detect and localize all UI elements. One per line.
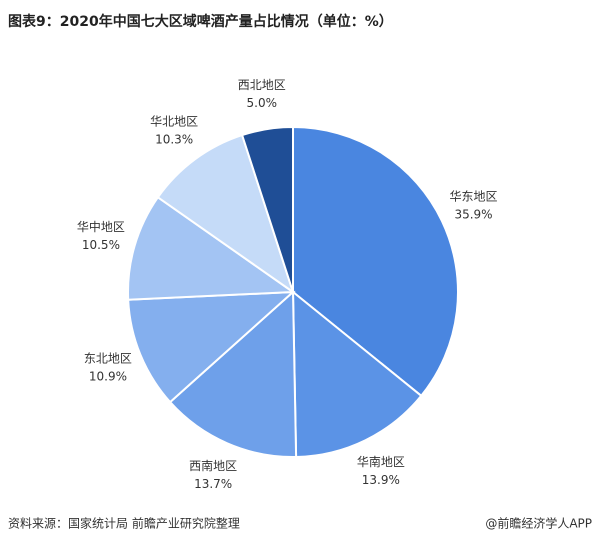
- slice-label: 西南地区: [189, 458, 237, 473]
- pie-slice: [292, 125, 459, 398]
- slice-label: 华北地区: [150, 115, 198, 129]
- value-label: 5.0%: [247, 96, 278, 110]
- pie-slice: [240, 125, 294, 293]
- pie-slice: [127, 290, 296, 404]
- slice-label: 华中地区: [77, 219, 125, 234]
- chart-title: 图表9：2020年中国七大区域啤酒产量占比情况（单位：%）: [8, 13, 393, 30]
- credit: @前瞻经济学人APP: [485, 516, 592, 531]
- value-label: 13.9%: [362, 473, 400, 487]
- pie-slice: [291, 289, 423, 458]
- slice-label: 西北地区: [238, 78, 286, 92]
- value-label: 10.3%: [155, 133, 193, 147]
- value-label: 10.9%: [89, 369, 127, 383]
- pie-slice: [127, 195, 296, 301]
- slice-label: 华东地区: [449, 189, 497, 203]
- slice-label: 东北地区: [84, 351, 132, 365]
- value-label: 13.7%: [194, 477, 232, 491]
- pie-slice: [156, 133, 295, 295]
- value-label: 35.9%: [454, 207, 492, 221]
- pie-slice: [168, 289, 298, 458]
- slice-label: 华南地区: [357, 454, 405, 469]
- source: 资料来源：国家统计局 前瞻产业研究院整理: [8, 516, 240, 531]
- value-label: 10.5%: [82, 238, 120, 252]
